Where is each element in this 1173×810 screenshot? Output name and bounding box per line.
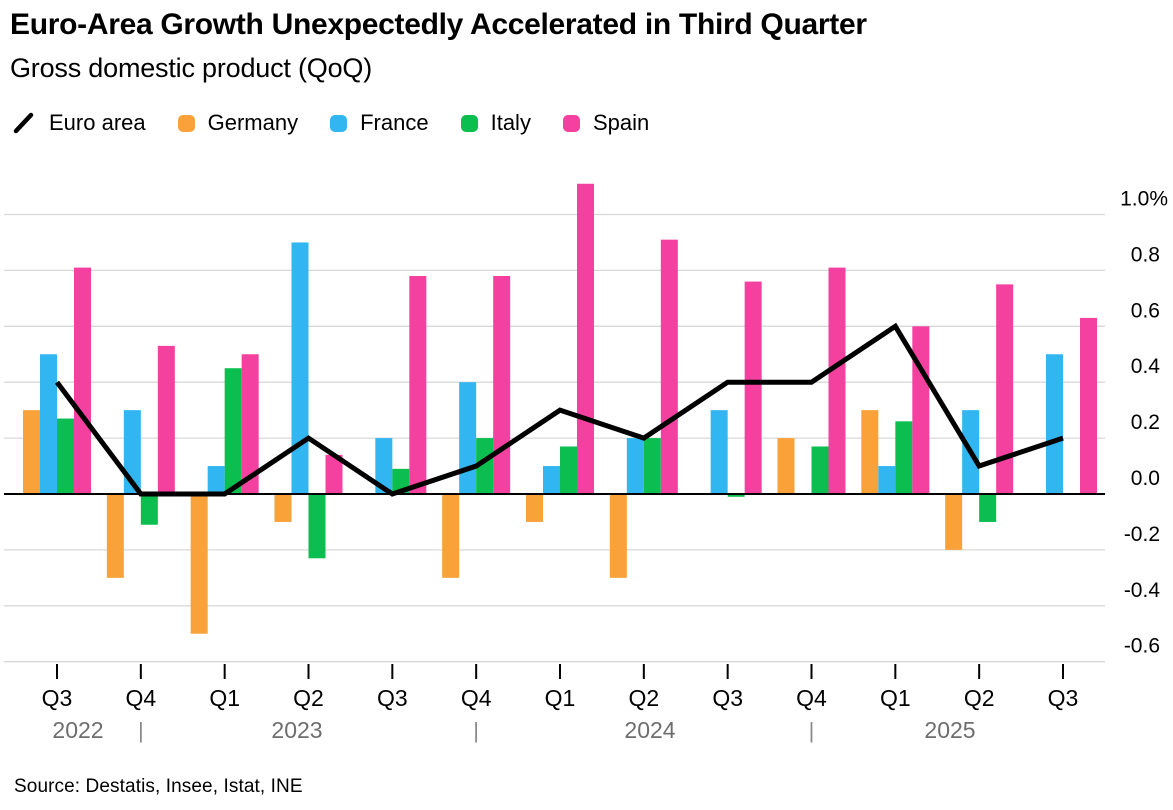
bar-france-q1-2024 xyxy=(542,466,560,494)
x-axis-label: Q3 xyxy=(42,685,73,711)
bar-germany-q1-2025 xyxy=(861,410,879,494)
bar-germany-q3-2022 xyxy=(23,410,40,494)
bar-spain-q1-2024 xyxy=(576,183,594,494)
source-note: Source: Destatis, Insee, Istat, INE xyxy=(14,776,303,797)
bar-italy-q2-2024 xyxy=(643,438,661,494)
bar-germany-q1-2023 xyxy=(190,494,208,634)
bar-italy-q2-2025 xyxy=(979,494,997,522)
legend-label-germany: Germany xyxy=(207,110,299,135)
legend-label-euro-area: Euro area xyxy=(49,110,146,135)
y-axis-label: 0.2 xyxy=(1131,411,1160,434)
bar-france-q2-2023 xyxy=(291,242,309,494)
legend-item-euro-area: Euro area xyxy=(12,110,146,136)
bar-italy-q4-2023 xyxy=(476,438,494,494)
page-title: Euro-Area Growth Unexpectedly Accelerate… xyxy=(10,8,867,41)
x-axis-label: Q4 xyxy=(796,685,827,711)
bar-spain-q1-2025 xyxy=(912,326,930,494)
y-axis-label: 0.0 xyxy=(1131,467,1160,490)
y-axis-label: -0.4 xyxy=(1124,579,1161,602)
year-label: 2022 xyxy=(52,717,103,743)
x-axis-label: Q1 xyxy=(880,685,911,711)
x-axis-label: Q3 xyxy=(712,685,743,711)
legend-label-spain: Spain xyxy=(592,110,650,135)
bar-germany-q4-2024 xyxy=(777,438,795,494)
year-separator: | xyxy=(473,718,479,743)
year-label: 2024 xyxy=(624,717,675,743)
legend-item-spain: Spain xyxy=(562,110,650,136)
year-label: 2025 xyxy=(924,717,975,743)
bar-italy-q2-2023 xyxy=(308,494,326,559)
bar-italy-q1-2025 xyxy=(895,421,913,494)
year-separator: | xyxy=(809,718,815,743)
bar-germany-q2-2024 xyxy=(609,494,627,578)
legend-label-france: France xyxy=(360,110,429,135)
bar-germany-q1-2024 xyxy=(525,494,543,522)
bar-italy-q4-2022 xyxy=(140,494,158,525)
year-separator: | xyxy=(138,718,144,743)
bar-france-q2-2024 xyxy=(626,438,644,494)
legend-item-france: France xyxy=(330,110,429,136)
bar-germany-q2-2023 xyxy=(274,494,292,522)
bar-france-q1-2023 xyxy=(207,466,225,494)
chart-subtitle: Gross domestic product (QoQ) xyxy=(10,53,373,83)
spain-swatch-icon xyxy=(562,114,580,132)
x-axis-label: Q3 xyxy=(1048,685,1079,711)
bar-france-q1-2025 xyxy=(878,466,896,494)
legend-label-italy: Italy xyxy=(490,110,531,135)
bar-spain-q3-2025 xyxy=(1079,317,1097,494)
y-axis-label: 1.0% xyxy=(1120,188,1168,211)
bar-spain-q2-2025 xyxy=(996,284,1014,494)
bar-spain-q4-2023 xyxy=(493,275,511,494)
euro-area-line xyxy=(54,322,1064,497)
euro-area-line-icon xyxy=(13,112,34,134)
x-axis-label: Q2 xyxy=(293,685,324,711)
bar-spain-q3-2022 xyxy=(74,267,91,494)
italy-swatch-icon xyxy=(460,114,478,132)
bar-france-q3-2024 xyxy=(710,410,728,494)
legend-item-germany: Germany xyxy=(177,110,299,136)
y-axis-label: -0.2 xyxy=(1124,523,1160,546)
year-label: 2023 xyxy=(271,717,322,743)
bar-spain-q1-2023 xyxy=(241,354,259,494)
x-axis-label: Q2 xyxy=(628,685,659,711)
bar-italy-q1-2023 xyxy=(224,368,242,494)
bar-spain-q3-2024 xyxy=(744,281,762,494)
bar-france-q3-2025 xyxy=(1045,354,1063,494)
bar-italy-q1-2024 xyxy=(559,446,577,494)
x-axis-label: Q4 xyxy=(461,685,492,711)
bar-spain-q3-2023 xyxy=(409,275,427,494)
bar-spain-q2-2023 xyxy=(325,454,343,494)
france-swatch-icon xyxy=(330,114,348,132)
germany-swatch-icon xyxy=(177,114,195,132)
bar-italy-q3-2022 xyxy=(57,418,74,494)
y-axis-label: -0.6 xyxy=(1124,635,1160,658)
bar-spain-q4-2024 xyxy=(828,267,846,494)
y-axis-label: 0.4 xyxy=(1131,355,1161,378)
bar-italy-q3-2024 xyxy=(727,494,745,497)
y-axis-label: 0.6 xyxy=(1131,299,1160,322)
y-axis-label: 0.8 xyxy=(1131,243,1160,266)
x-axis-label: Q3 xyxy=(377,685,408,711)
legend-item-italy: Italy xyxy=(460,110,531,136)
x-axis-label: Q1 xyxy=(209,685,240,711)
bar-germany-q4-2022 xyxy=(106,494,124,578)
bar-germany-q4-2023 xyxy=(442,494,460,578)
x-axis-label: Q1 xyxy=(545,685,576,711)
legend: Euro area Germany France Italy Spain xyxy=(12,110,649,136)
bar-spain-q4-2022 xyxy=(157,345,175,494)
bar-france-q3-2023 xyxy=(375,438,393,494)
bar-france-q4-2023 xyxy=(459,382,477,494)
bar-italy-q4-2024 xyxy=(811,446,829,494)
bar-spain-q2-2024 xyxy=(660,239,678,494)
x-axis-label: Q4 xyxy=(125,685,156,711)
bar-france-q3-2022 xyxy=(40,354,57,494)
bar-germany-q2-2025 xyxy=(945,494,963,550)
x-axis-label: Q2 xyxy=(964,685,995,711)
